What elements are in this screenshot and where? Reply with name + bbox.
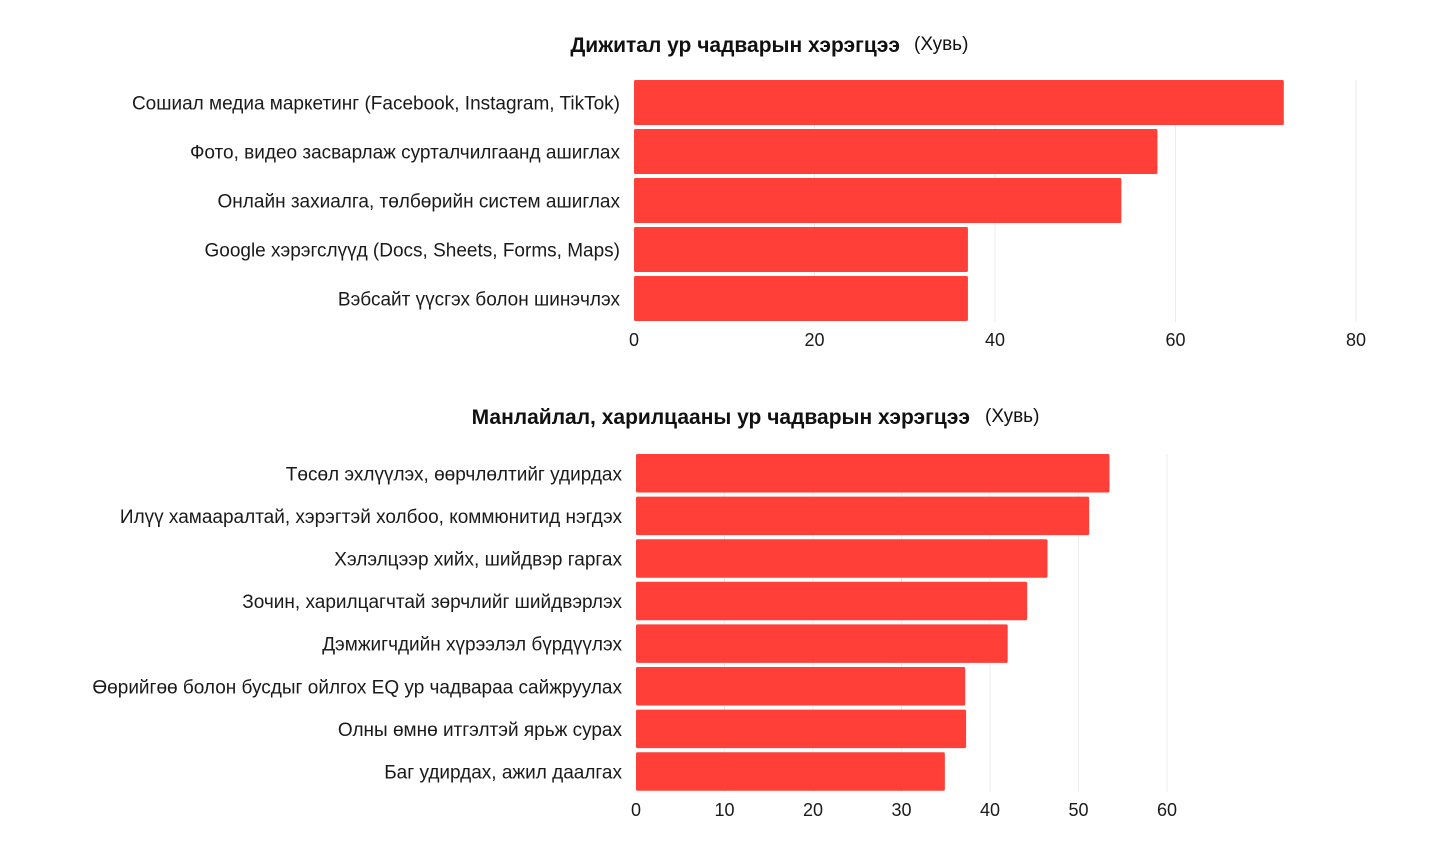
chart-digital-x-tick-label: 80 [1346,330,1366,350]
chart-leadership-x-tick-label: 50 [1068,800,1088,820]
chart-digital-category-label: Онлайн захиалга, төлбөрийн систем ашигла… [218,192,621,213]
chart-leadership-bar [636,496,1090,536]
chart-leadership-bar [636,752,945,791]
chart-digital-x-tick-label: 0 [629,330,639,350]
chart-digital-category-label: Фото, видео засварлаж сурталчилгаанд аши… [190,143,621,164]
chart-leadership-bar [636,454,1110,493]
chart-leadership-x-tick-label: 20 [803,800,823,820]
chart-digital-bar [634,227,968,272]
chart-digital: Дижитал ур чадварын хэрэгцээ (Хувь) Соши… [132,34,1366,350]
chart-leadership-bar [636,539,1048,578]
chart-digital-category-labels: Сошиал медиа маркетинг (Facebook, Instag… [132,94,621,311]
chart-digital-bar [634,80,1284,125]
chart-digital-title: Дижитал ур чадварын хэрэгцээ [570,34,900,57]
chart-leadership-x-ticks: 0 10 20 30 40 50 60 [631,800,1177,820]
chart-leadership-bar [636,667,966,706]
chart-leadership-category-label: Хэлэлцээр хийх, шийдвэр гаргах [334,549,622,570]
chart-digital-bar [634,178,1122,223]
chart-digital-category-label: Google хэрэгслүүд (Docs, Sheets, Forms, … [204,241,620,262]
chart-leadership-x-tick-label: 60 [1157,800,1177,820]
chart-digital-bar [634,129,1158,174]
chart-digital-x-ticks: 0 20 40 60 80 [629,330,1366,350]
chart-leadership: Манлайлал, харилцааны ур чадварын хэрэгц… [92,406,1177,820]
chart-leadership-unit: (Хувь) [985,406,1039,427]
chart-digital-bars [634,80,1284,321]
chart-leadership-category-label: Илүү хамааралтай, хэрэгтэй холбоо, коммю… [120,507,623,528]
chart-leadership-category-label: Дэмжигчдийн хүрээлэл бүрдүүлэх [322,635,622,656]
chart-digital-x-tick-label: 20 [804,330,824,350]
chart-leadership-category-label: Олны өмнө итгэлтэй ярьж сурах [338,720,623,741]
chart-leadership-category-labels: Төсөл эхлүүлэх, өөрчлөлтийг удирдах Илүү … [92,464,622,783]
chart-digital-category-label: Вэбсайт үүсгэх болон шинэчлэх [338,290,621,311]
chart-leadership-x-tick-label: 0 [631,800,641,820]
chart-leadership-bar [636,581,1028,621]
chart-digital-x-tick-label: 40 [985,330,1005,350]
chart-leadership-bar [636,624,1008,663]
chart-leadership-title: Манлайлал, харилцааны ур чадварын хэрэгц… [472,406,970,429]
chart-leadership-x-tick-label: 30 [891,800,911,820]
chart-leadership-bars [636,454,1110,791]
chart-leadership-category-label: Өөрийгөө болон бусдыг ойлгох EQ ур чадва… [92,677,622,698]
chart-leadership-bar [636,709,967,749]
chart-leadership-category-label: Зочин, харилцагчтай зөрчлийг шийдвэрлэх [242,592,622,613]
chart-digital-unit: (Хувь) [914,34,968,55]
chart-digital-x-tick-label: 60 [1165,330,1185,350]
chart-digital-category-label: Сошиал медиа маркетинг (Facebook, Instag… [132,94,620,115]
chart-leadership-x-tick-label: 10 [714,800,734,820]
chart-leadership-category-label: Төсөл эхлүүлэх, өөрчлөлтийг удирдах [286,464,623,485]
chart-leadership-x-tick-label: 40 [980,800,1000,820]
chart-digital-bar [634,276,968,321]
chart-leadership-category-label: Баг удирдах, ажил даалгах [384,762,622,783]
